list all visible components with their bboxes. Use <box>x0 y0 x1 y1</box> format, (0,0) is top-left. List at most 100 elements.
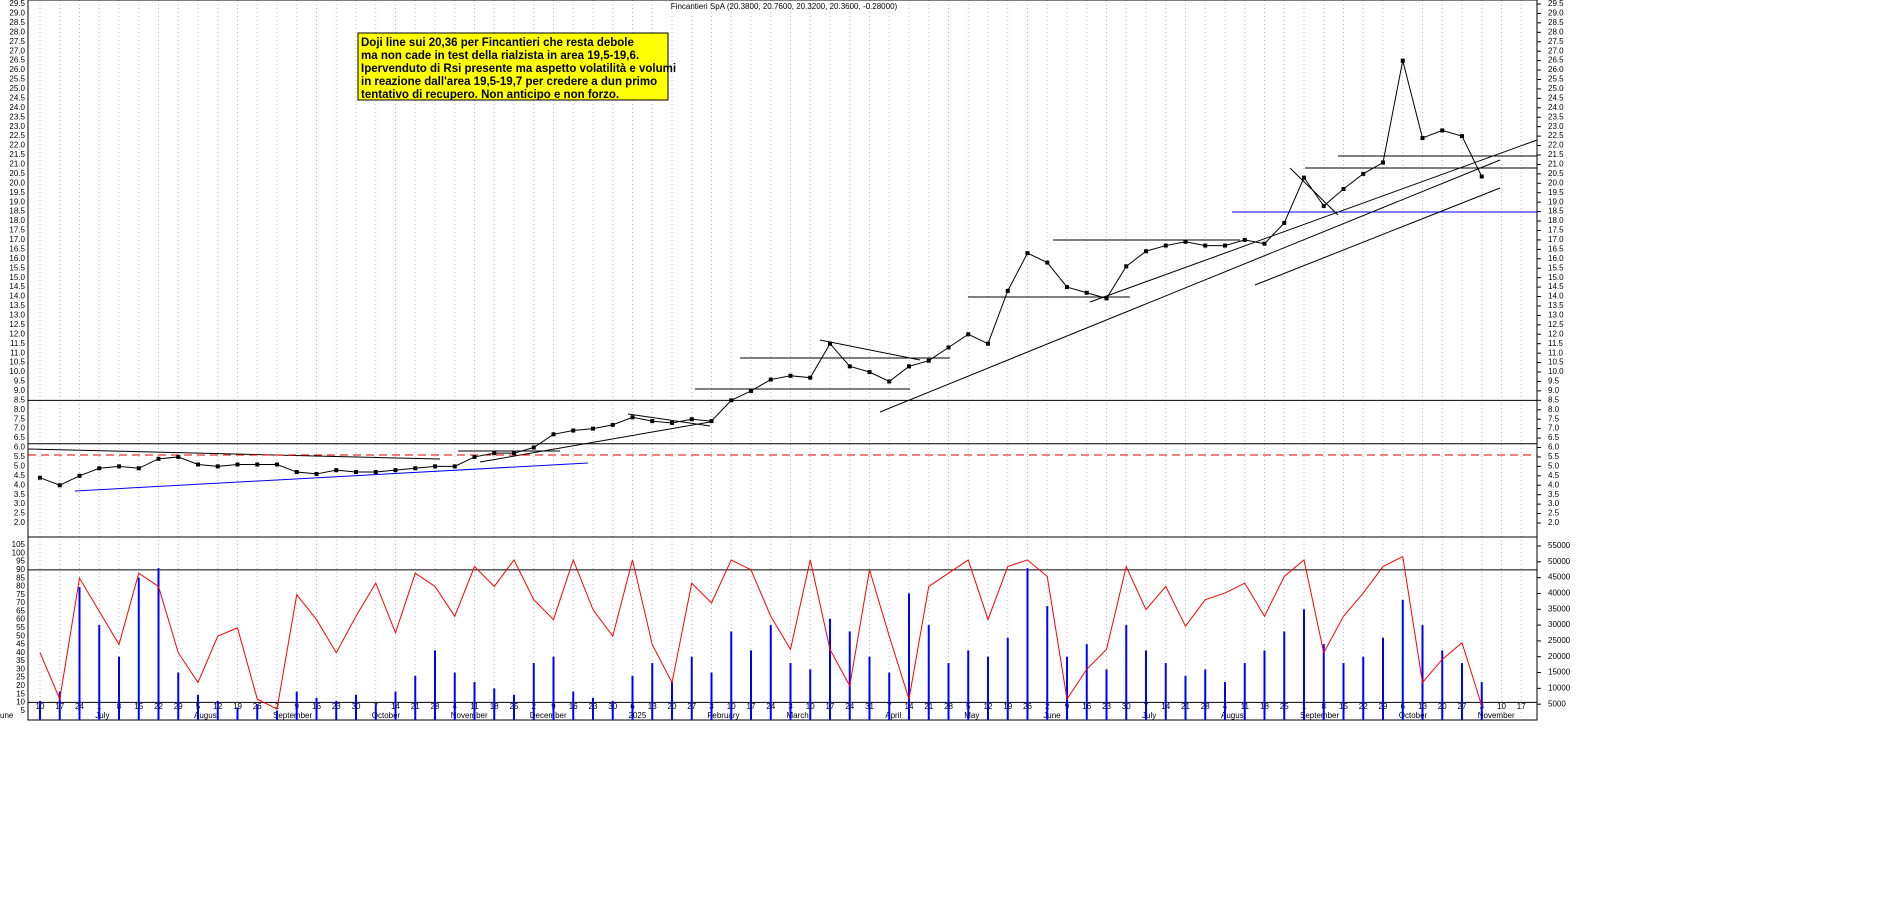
annotation-text: Doji line sui 20,36 per Fincantieri che … <box>361 37 634 49</box>
marks: 10June17241July81522295August1219262Sept… <box>0 0 1571 720</box>
y-tick-label: 6.5 <box>1548 433 1560 442</box>
price-mark <box>176 454 181 459</box>
y-tick-label: 23.0 <box>9 122 25 131</box>
grid <box>39 0 1522 720</box>
price-mark <box>1262 241 1267 246</box>
month-label: April <box>885 711 901 720</box>
volume-bar <box>1362 656 1365 720</box>
y-tick-label: 5.5 <box>1548 452 1560 461</box>
y-tick-label: 12.5 <box>1548 320 1564 329</box>
y-tick-label: 21.5 <box>9 150 25 159</box>
y-tick-label: 27.5 <box>9 37 25 46</box>
volume-bar <box>335 701 338 720</box>
price-mark <box>808 375 813 380</box>
price-mark <box>689 417 694 422</box>
y-tick-label: 13.0 <box>9 311 25 320</box>
y-tick-label: 10 <box>16 698 25 707</box>
price-mark <box>57 483 62 488</box>
y-tick-label: 17.0 <box>1548 235 1564 244</box>
price-mark <box>136 466 141 471</box>
volume-bar <box>690 656 693 720</box>
month-label: June <box>0 711 14 720</box>
trendline <box>819 339 921 361</box>
y-tick-label: 20.0 <box>1548 178 1564 187</box>
price-mark <box>551 432 556 437</box>
y-tick-label: 24.5 <box>9 93 25 102</box>
volume-bar <box>532 663 535 720</box>
volume-bar <box>513 694 515 720</box>
y-tick-label: 9.0 <box>1548 386 1560 395</box>
month-label: October <box>372 711 401 720</box>
y-tick-label: 4.5 <box>1548 471 1560 480</box>
price-mark <box>946 345 951 350</box>
price-mark <box>354 470 358 475</box>
y-tick-label: 22.0 <box>1548 141 1564 150</box>
y-tick-label: 22.0 <box>9 141 25 150</box>
y-tick-label: 11.0 <box>1548 348 1564 357</box>
volume-bar <box>1224 682 1226 720</box>
y-tick-label: 3.5 <box>1548 490 1560 499</box>
y-tick-label: 15 <box>16 689 25 698</box>
price-mark <box>1203 243 1208 248</box>
volume-bar <box>177 672 180 720</box>
y-tick-label: 19.5 <box>1548 188 1564 197</box>
y-tick-label: 7.0 <box>14 424 26 433</box>
y-tick-label: 55 <box>16 623 25 632</box>
y-tick-label: 17.5 <box>9 226 25 235</box>
volume-bar <box>1322 644 1325 720</box>
price-mark <box>334 468 339 473</box>
volume-bar <box>453 672 456 720</box>
y-tick-label: 29.5 <box>1548 0 1564 8</box>
volume-bar <box>1421 625 1424 720</box>
trendline <box>74 462 589 492</box>
y-tick-label: 13.0 <box>1548 311 1564 320</box>
price-mark <box>97 466 102 471</box>
y-tick-label: 4.5 <box>14 471 26 480</box>
y-tick-label: 27.5 <box>1548 37 1564 46</box>
y-tick-label: 40 <box>16 648 25 657</box>
price-mark <box>630 415 635 420</box>
y-tick-label: 105 <box>12 540 26 549</box>
volume-bar <box>947 663 950 720</box>
y-tick-label: 19.0 <box>1548 197 1564 206</box>
volume-bar <box>710 672 713 720</box>
price-mark <box>867 370 872 375</box>
month-label: August <box>1221 711 1247 720</box>
price-mark <box>650 419 655 424</box>
x-tick-label: 17 <box>1517 702 1526 711</box>
y-tick-label: 20.5 <box>1548 169 1564 178</box>
price-mark <box>1282 220 1287 225</box>
y-tick-label: 25.5 <box>1548 75 1564 84</box>
y-tick-label: 90 <box>16 565 25 574</box>
y-tick-label: 24.5 <box>1548 93 1564 102</box>
volume-bar <box>572 691 575 720</box>
month-label: November <box>1478 711 1515 720</box>
y2-tick-label: 35000 <box>1548 604 1571 613</box>
price-mark <box>255 462 260 467</box>
volume-bar <box>1026 568 1029 720</box>
volume-bar <box>1283 631 1286 720</box>
volume-bar <box>355 694 357 720</box>
y-tick-label: 65 <box>16 606 25 615</box>
annotation: Doji line sui 20,36 per Fincantieri che … <box>357 32 676 101</box>
price-mark <box>1025 251 1030 256</box>
volume-bar <box>848 631 851 720</box>
price-mark <box>571 428 576 433</box>
price-mark <box>709 419 714 424</box>
volume-bar <box>1046 606 1049 720</box>
y-tick-label: 7.5 <box>1548 414 1560 423</box>
y-tick-label: 3.0 <box>1548 499 1560 508</box>
price-mark <box>1065 285 1069 290</box>
volume-bar <box>434 650 436 720</box>
y2-tick-label: 5000 <box>1548 699 1566 708</box>
y2-tick-label: 20000 <box>1548 652 1571 661</box>
volume-bar <box>631 675 634 720</box>
month-label: November <box>451 711 488 720</box>
volume-bar <box>374 704 377 720</box>
volume-bar <box>1145 650 1147 720</box>
price-mark <box>1321 203 1326 208</box>
price-mark <box>1242 237 1247 242</box>
y2-tick-label: 15000 <box>1548 668 1571 677</box>
trendline <box>879 159 1501 413</box>
